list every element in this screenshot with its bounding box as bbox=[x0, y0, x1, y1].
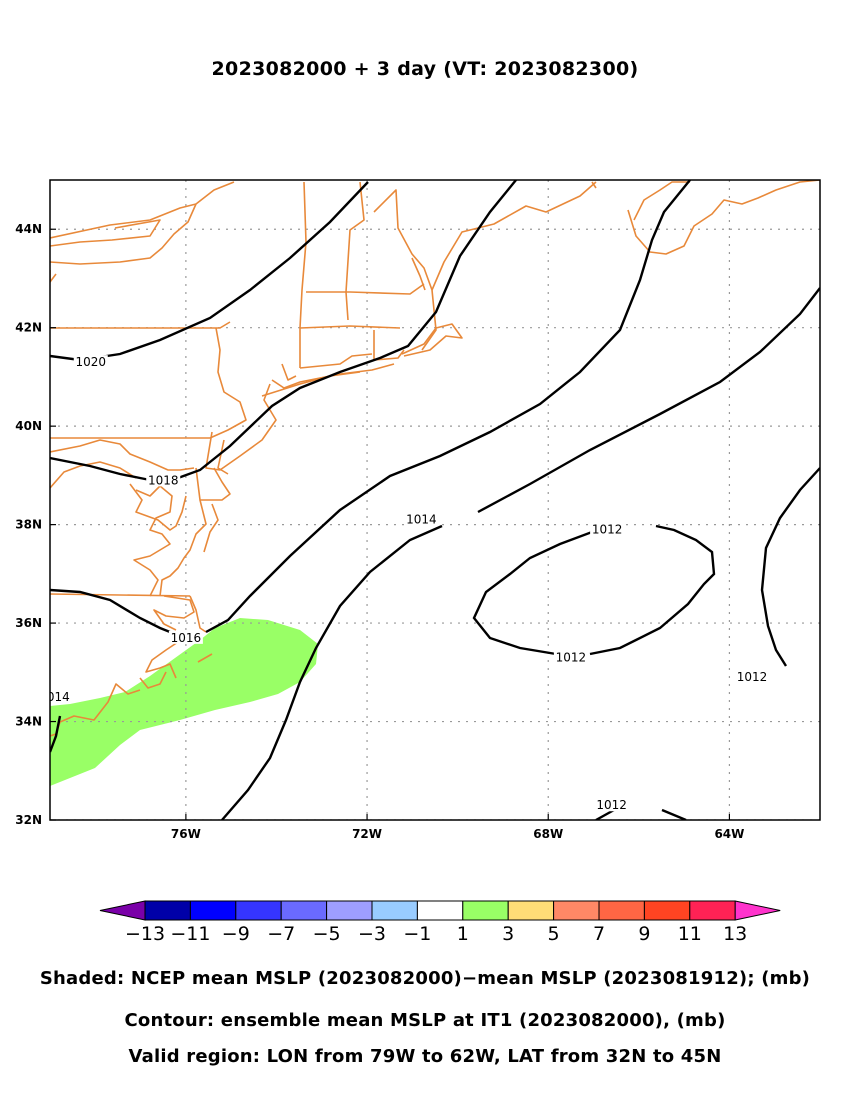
contour-label-bg bbox=[73, 355, 108, 369]
x-tick-label: 76W bbox=[171, 827, 201, 841]
contour-label: 1016 bbox=[171, 631, 202, 645]
contour-1012-east bbox=[760, 467, 820, 667]
x-tick-label: 64W bbox=[714, 827, 744, 841]
colorbar-swatch bbox=[416, 900, 464, 921]
contour-1014-east bbox=[477, 287, 820, 514]
colorbar-swatch bbox=[371, 900, 418, 921]
contour-1012-loop bbox=[472, 524, 716, 656]
colorbar-swatch bbox=[189, 900, 237, 921]
contour-label: 1014 bbox=[39, 690, 70, 704]
colorbar-swatch bbox=[689, 900, 736, 921]
contour-1012-south bbox=[595, 808, 687, 820]
plot-frame bbox=[49, 179, 821, 821]
contour-label-bg bbox=[735, 670, 770, 684]
colorbar-swatch bbox=[235, 900, 282, 921]
colorbar-label: −5 bbox=[313, 923, 341, 945]
anomaly-shade-1-to-3 bbox=[50, 618, 318, 786]
grid-lines bbox=[50, 180, 820, 820]
contour-label-bg bbox=[404, 512, 439, 526]
y-tick-label: 44N bbox=[15, 222, 42, 236]
x-tick-label: 72W bbox=[352, 827, 382, 841]
colorbar-label: 7 bbox=[593, 923, 605, 945]
y-tick-label: 38N bbox=[15, 518, 42, 532]
contour-label: 1012 bbox=[596, 798, 627, 812]
contour-1016 bbox=[50, 588, 171, 634]
contour-label: 1012 bbox=[737, 670, 768, 684]
contour-label: 1018 bbox=[148, 473, 179, 487]
colorbar-label: 13 bbox=[723, 923, 747, 945]
map-axes: 76W 72W 68W 64W 32N 34N 36N 38N 40N 42N 44N bbox=[15, 222, 744, 841]
caption-shaded: Shaded: NCEP mean MSLP (2023082000)−mean… bbox=[39, 968, 811, 989]
contour-labels: 1020 1018 1016 1014 1014 1012 1012 1012 1012 bbox=[39, 355, 770, 812]
contour-label-bg bbox=[594, 798, 629, 812]
colorbar-label: 3 bbox=[502, 923, 514, 945]
contour-label-bg bbox=[146, 473, 181, 487]
colorbar-swatch bbox=[144, 900, 191, 921]
colorbar-label: 11 bbox=[678, 923, 702, 945]
contour-label: 1012 bbox=[592, 523, 623, 537]
colorbar-label: −1 bbox=[403, 923, 431, 945]
contour-1018-west bbox=[50, 456, 151, 482]
colorbar-label: 9 bbox=[638, 923, 650, 945]
colorbar-swatch bbox=[462, 900, 509, 921]
contour-1020 bbox=[50, 181, 369, 362]
y-tick-label: 36N bbox=[15, 616, 42, 630]
y-tick-label: 34N bbox=[15, 715, 42, 729]
coastlines-and-borders bbox=[50, 180, 820, 737]
contour-label-bg bbox=[553, 650, 588, 664]
contour-label-bg bbox=[168, 630, 203, 644]
colorbar-swatch bbox=[553, 900, 600, 921]
contour-1016-east bbox=[205, 180, 691, 634]
y-tick-label: 42N bbox=[15, 321, 42, 335]
colorbar-label: −3 bbox=[358, 923, 386, 945]
colorbar-swatch bbox=[598, 900, 645, 921]
contour-1014 bbox=[221, 524, 443, 820]
plot-title: 2023082000 + 3 day (VT: 2023082300) bbox=[211, 58, 639, 80]
caption-contour: Contour: ensemble mean MSLP at IT1 (2023… bbox=[124, 1010, 726, 1031]
colorbar-label: 1 bbox=[457, 923, 469, 945]
colorbar-label: −9 bbox=[222, 923, 250, 945]
contour-1018-east bbox=[177, 180, 517, 480]
colorbar-swatch bbox=[643, 900, 691, 921]
colorbar-arrow-left bbox=[99, 900, 146, 921]
y-tick-label: 40N bbox=[15, 419, 42, 433]
contour-1014-west bbox=[50, 715, 62, 753]
contour-label-bg bbox=[50, 689, 72, 703]
colorbar: −13 −11 −9 −7 −5 −3 −1 1 3 5 7 9 11 13 bbox=[99, 900, 781, 945]
mslp-contours bbox=[50, 180, 820, 820]
contour-label: 1020 bbox=[75, 355, 106, 369]
colorbar-arrow-right bbox=[734, 900, 781, 921]
colorbar-label: 5 bbox=[548, 923, 560, 945]
colorbar-label: −11 bbox=[170, 923, 210, 945]
colorbar-swatch bbox=[280, 900, 328, 921]
caption-region: Valid region: LON from 79W to 62W, LAT f… bbox=[128, 1046, 722, 1067]
colorbar-label: −13 bbox=[125, 923, 165, 945]
colorbar-swatch bbox=[507, 900, 555, 921]
colorbar-swatch bbox=[326, 900, 373, 921]
contour-label: 1014 bbox=[406, 513, 437, 527]
contour-label: 1012 bbox=[556, 651, 587, 665]
y-tick-label: 32N bbox=[15, 813, 42, 827]
x-tick-label: 68W bbox=[533, 827, 563, 841]
colorbar-label: −7 bbox=[267, 923, 295, 945]
contour-label-bg bbox=[590, 522, 625, 536]
